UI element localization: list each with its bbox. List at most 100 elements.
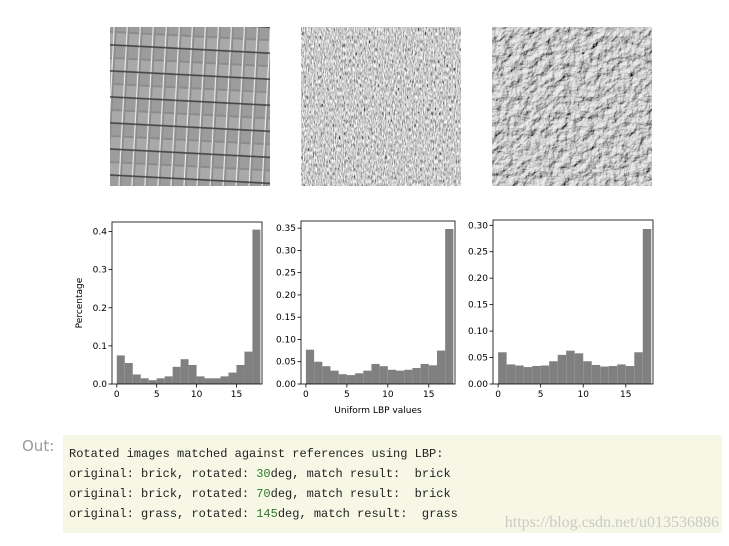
bar — [445, 229, 454, 384]
out-label: Out: — [22, 437, 55, 455]
x-tick-label: 10 — [382, 390, 394, 400]
x-tick-label: 5 — [538, 390, 544, 400]
bar — [498, 352, 507, 384]
bar — [346, 375, 356, 384]
x-tick-label: 0 — [495, 390, 501, 400]
bar — [140, 378, 149, 384]
bar — [428, 365, 437, 384]
text: deg, match result: brick — [270, 467, 451, 481]
bar — [506, 364, 516, 384]
bar — [156, 378, 165, 384]
x-tick-label: 15 — [423, 390, 434, 400]
y-tick-label: 0.35 — [276, 224, 296, 234]
watermark: https://blog.csdn.net/u013536886 — [504, 514, 719, 531]
output-box: Rotated images matched against reference… — [63, 435, 722, 533]
bar — [617, 364, 626, 384]
y-tick-label: 0.15 — [468, 301, 488, 311]
bar — [396, 370, 405, 384]
bar — [515, 365, 524, 384]
bar — [642, 228, 652, 384]
angle: 145 — [256, 507, 278, 521]
bar — [404, 369, 413, 384]
bar — [220, 376, 229, 384]
bar — [305, 349, 315, 384]
y-tick-label: 0.1 — [93, 342, 107, 352]
bar — [387, 369, 397, 384]
x-tick-label: 0 — [114, 390, 120, 400]
axes-frame — [492, 219, 654, 385]
bar — [244, 351, 253, 384]
y-tick-label: 0.05 — [468, 354, 488, 364]
bar — [523, 367, 533, 384]
y-tick-label: 0.00 — [468, 380, 488, 390]
bar — [371, 363, 380, 384]
y-axis-label: Percentage — [75, 277, 85, 328]
bar — [252, 229, 261, 384]
text: deg, match result: brick — [270, 487, 451, 501]
stone-image — [492, 27, 652, 186]
bar — [591, 364, 601, 384]
bar — [420, 363, 429, 384]
brick-image — [110, 27, 270, 186]
bar — [164, 376, 173, 384]
output-line: original: brick, rotated: 30deg, match r… — [69, 467, 451, 481]
text: deg, match result: grass — [277, 507, 458, 521]
axes-frame — [111, 221, 263, 385]
y-tick-label: 0.25 — [468, 248, 488, 258]
bar — [634, 352, 643, 384]
bar — [330, 370, 339, 384]
text: original: grass, rotated: — [69, 507, 257, 521]
output-line: original: grass, rotated: 145deg, match … — [69, 507, 458, 521]
output-header: Rotated images matched against reference… — [69, 447, 444, 461]
bar — [212, 378, 221, 384]
bar — [436, 350, 446, 384]
figure: 0 5 10 15 0.0 0.1 0.2 0.3 0.4 Percentage 0 5 10 15 0.0… — [75, 27, 654, 416]
bar — [148, 380, 157, 384]
x-tick-label: 15 — [620, 390, 631, 400]
bar — [355, 373, 364, 384]
y-tick-label: 0.20 — [468, 274, 488, 284]
x-tick-label: 5 — [154, 390, 160, 400]
y-tick-label: 0.3 — [93, 266, 107, 276]
bar — [557, 354, 567, 384]
y-tick-label: 0.10 — [468, 327, 488, 337]
bar — [180, 359, 189, 384]
bar — [574, 353, 584, 384]
bar — [583, 361, 592, 384]
bar — [196, 376, 205, 384]
y-tick-label: 0.05 — [276, 358, 296, 368]
bar — [314, 361, 323, 384]
angle: 30 — [256, 467, 271, 481]
bar — [322, 366, 331, 384]
bar — [116, 355, 125, 384]
bar — [608, 366, 618, 384]
x-tick-label: 10 — [577, 390, 589, 400]
y-tick-label: 0.10 — [276, 335, 296, 345]
y-tick-label: 0.2 — [93, 304, 107, 314]
y-tick-label: 0.25 — [276, 269, 296, 279]
bar — [532, 366, 541, 384]
x-tick-label: 5 — [344, 390, 350, 400]
y-tick-label: 0.20 — [276, 291, 296, 301]
bar — [600, 366, 609, 384]
bar — [204, 378, 213, 384]
text: original: brick, rotated: — [69, 487, 257, 501]
bar — [132, 374, 141, 384]
x-tick-label: 10 — [191, 390, 203, 400]
bar — [379, 366, 388, 384]
axes-frame — [300, 220, 456, 385]
y-tick-label: 0.30 — [276, 246, 296, 256]
x-tick-label: 0 — [303, 390, 309, 400]
y-tick-label: 0.30 — [468, 221, 488, 231]
bar — [540, 365, 550, 384]
y-tick-label: 0.15 — [276, 313, 296, 323]
bar — [566, 350, 575, 384]
angle: 70 — [256, 487, 271, 501]
bar — [228, 372, 237, 384]
bar — [338, 374, 347, 384]
bar — [188, 364, 197, 384]
bar — [412, 367, 421, 384]
bar — [625, 366, 635, 384]
bar — [172, 366, 181, 384]
